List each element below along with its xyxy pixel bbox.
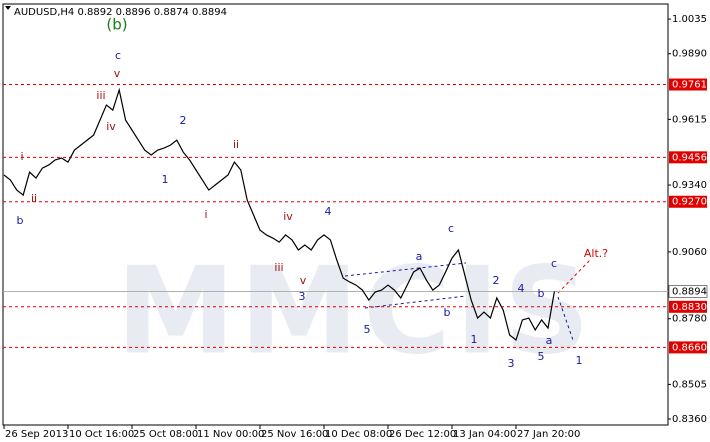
x-tick-label: 26 Dec 12:00: [389, 429, 456, 440]
y-tick-label: 0.8780: [672, 314, 707, 325]
wave-label: 4: [518, 282, 525, 295]
wave-label: 1: [471, 333, 478, 346]
level-label-box: [669, 300, 707, 313]
wave-label: b: [17, 214, 24, 227]
current-price-box: [668, 285, 708, 299]
chart-title: AUDUSD,H4 0.8892 0.8896 0.8874 0.8894: [14, 7, 227, 18]
plot-frame: [2, 3, 669, 426]
wave-label: ii: [233, 138, 239, 151]
wave-label: i: [204, 208, 207, 221]
wave-label: v: [300, 274, 307, 287]
y-tick-label: 0.9615: [672, 114, 707, 125]
current-price-label: 0.8894: [672, 287, 707, 298]
wave-label: c: [448, 222, 454, 235]
wave-label: a: [416, 250, 423, 263]
wave-label: Alt.?: [584, 247, 608, 260]
y-tick-label: 0.9060: [672, 247, 707, 258]
wave-label: ii: [31, 192, 37, 205]
channel-line: [364, 295, 467, 309]
channel-line: [344, 262, 467, 277]
level-label: 0.9456: [672, 152, 707, 163]
wave-label: iv: [106, 120, 116, 133]
level-label-box: [669, 78, 707, 91]
level-label: 0.9270: [672, 197, 707, 208]
x-tick-label: 25 Oct 08:00: [133, 429, 198, 440]
wave-label: (b): [106, 16, 127, 34]
main-projection: [557, 296, 574, 341]
level-label-box: [669, 195, 707, 208]
wave-label: 5: [364, 323, 371, 336]
watermark: MMCIS: [116, 243, 594, 382]
wave-label: c: [551, 257, 557, 270]
wave-label: 2: [493, 274, 500, 287]
wave-label: iv: [283, 210, 293, 223]
y-tick-label: 0.8360: [672, 414, 707, 425]
level-label: 0.8660: [672, 342, 707, 353]
y-tick-label: 1.0035: [672, 14, 707, 25]
x-tick-label: 11 Nov 00:00: [197, 429, 264, 440]
level-label-box: [669, 151, 707, 164]
level-label: 0.8830: [672, 302, 707, 313]
wave-label: b: [444, 306, 451, 319]
wave-label: v: [114, 67, 121, 80]
y-tick-label: 0.8505: [672, 379, 707, 390]
wave-label: iii: [274, 261, 283, 274]
x-tick-label: 25 Nov 16:00: [261, 429, 328, 440]
level-label: 0.9761: [672, 80, 707, 91]
wave-label: b: [538, 287, 545, 300]
x-tick-label: 13 Jan 04:00: [453, 429, 516, 440]
wave-label: 4: [325, 205, 332, 218]
wave-label: 3: [299, 290, 306, 303]
x-tick-label: 27 Jan 20:00: [517, 429, 580, 440]
wave-label: 1: [162, 173, 169, 186]
price-line: [3, 87, 555, 342]
wave-label: 5: [538, 350, 545, 363]
alt-projection: [557, 259, 591, 294]
y-tick-label: 0.9890: [672, 49, 707, 60]
wave-label: 2: [180, 114, 187, 127]
wave-label: a: [546, 334, 553, 347]
wave-label: i: [20, 150, 23, 163]
x-tick-label: 10 Dec 08:00: [325, 429, 392, 440]
wave-label: iii: [96, 89, 105, 102]
y-tick-label: 0.9340: [672, 180, 707, 191]
x-tick-label: 26 Sep 2013: [5, 429, 68, 440]
level-label-box: [669, 341, 707, 354]
wave-label: 3: [508, 357, 515, 370]
x-tick-label: 10 Oct 16:00: [69, 429, 134, 440]
wave-label: c: [115, 49, 121, 62]
menu-icon: [5, 6, 11, 10]
wave-label: 1: [576, 354, 583, 367]
